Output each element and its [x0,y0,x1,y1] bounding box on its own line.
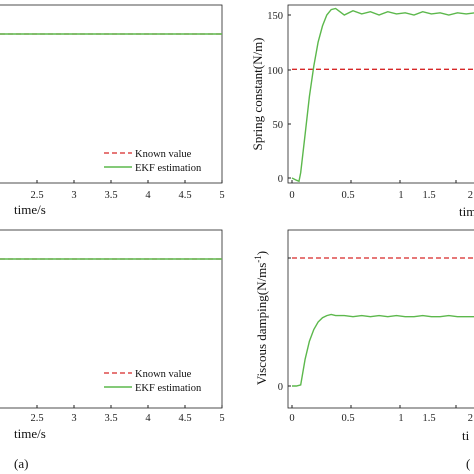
y-tick-label: 50 [273,120,284,131]
x-tick-label: 4 [145,190,151,201]
ekf-estimation-line [291,7,474,183]
x-tick-label: 4.5 [178,413,191,424]
x-ticks: 2.5 3 3.5 4 4.5 5 [30,180,225,201]
panel-top-left: Known value EKF estimation 2.5 3 3.5 4 4… [0,4,225,217]
x-tick-label: 0.5 [341,190,354,201]
legend-known-label: Known value [135,149,192,160]
x-ticks: 0 0.5 1 1.5 2 [289,180,473,201]
y-tick-label: 0 [278,174,283,185]
legend-ekf-label: EKF estimation [135,383,202,394]
legend-ekf-label: EKF estimation [135,163,202,174]
x-tick-label: 2 [468,190,473,201]
panel-top-right: 0 50 100 150 0 0.5 1 1.5 2 time/s Spring… [250,4,474,219]
y-tick-label: 0 [278,382,283,393]
y-axis-label-superscript: -1 [253,255,263,263]
x-tick-label: 5 [219,413,224,424]
x-tick-label: 2.5 [30,190,43,201]
axes-frame [0,229,223,409]
x-tick-label: 0 [289,413,294,424]
x-ticks: 2.5 3 3.5 4 4.5 5 [30,405,225,424]
x-tick-label: 1 [398,413,403,424]
subfigure-label-a: (a) [14,456,28,471]
x-tick-label: 2 [468,413,473,424]
panel-bottom-right: 0 0 0.5 1 1.5 2 ti Viscous damping(N/ms-… [253,229,474,471]
y-axis-label-main: Viscous damping(N/ms [254,263,269,385]
x-tick-label: 0.5 [341,413,354,424]
y-tick-label: 150 [267,11,283,22]
x-ticks: 0 0.5 1 1.5 2 [289,405,473,424]
legend-known-label: Known value [135,369,192,380]
x-tick-label: 3.5 [104,413,117,424]
ekf-estimation-line [292,313,474,387]
x-tick-label: 4 [145,413,151,424]
x-tick-label: 1.5 [422,413,435,424]
x-tick-label: 3 [71,190,76,201]
y-axis-label-suffix: ) [254,251,269,255]
subfigure-label-b: ( [466,456,470,471]
y-axis-label: Spring constant(N/m) [250,37,265,150]
y-ticks: 0 50 100 150 [267,11,291,185]
axes-frame [287,229,474,409]
x-tick-label: 2.5 [30,413,43,424]
x-tick-label: 0 [289,190,294,201]
x-axis-label: time/s [14,202,46,217]
y-ticks: 0 [278,257,291,393]
axes-frame [287,4,474,184]
plot-area [292,257,474,387]
x-tick-label: 3 [71,413,76,424]
x-tick-label: 1.5 [422,190,435,201]
y-axis-label: Viscous damping(N/ms-1) [253,251,269,385]
x-tick-label: 5 [219,190,224,201]
x-axis-label: time/s [459,204,474,219]
x-axis-label: time/s [14,426,46,441]
plot-area [291,7,474,183]
panel-bottom-left: Known value EKF estimation 2.5 3 3.5 4 4… [0,229,225,471]
x-tick-label: 1 [398,190,403,201]
x-axis-label-cut: ti [462,428,470,443]
y-tick-label: 100 [267,66,283,77]
x-tick-label: 3.5 [104,190,117,201]
x-tick-label: 4.5 [178,190,191,201]
